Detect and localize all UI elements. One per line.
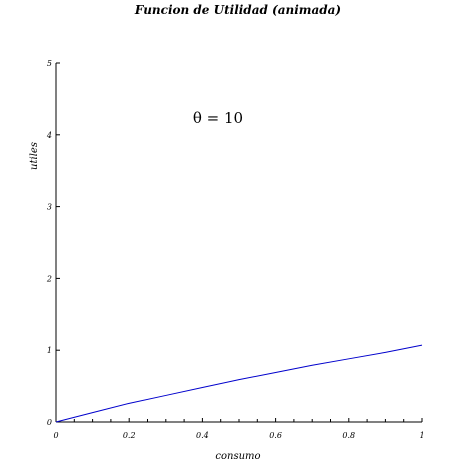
theta-annotation: θ = 10 [193,109,243,127]
utility-curve-line [55,344,423,423]
y-tick-label: 2 [46,274,52,283]
y-tick-label: 5 [47,59,52,68]
y-axis-label: utiles [29,142,40,170]
y-tick-label: 3 [47,203,52,212]
series-group [55,344,423,423]
x-tick-label: 0.6 [269,431,282,440]
x-tick-label: 0 [53,431,58,440]
y-ticks: 0 1 2 3 4 5 [46,59,60,427]
chart-title: Funcion de Utilidad (animada) [134,3,341,17]
y-tick-label: 0 [47,418,52,427]
y-tick-label: 4 [46,131,52,140]
x-axis-label: consumo [215,451,260,462]
x-tick-label: 0.4 [196,431,209,440]
x-ticks: 0 0.2 0.4 0.6 0.8 1 [53,418,425,440]
x-tick-label: 0.2 [123,431,136,440]
x-tick-label: 0.8 [342,431,355,440]
y-tick-label: 1 [47,346,52,355]
x-tick-label: 1 [419,431,424,440]
